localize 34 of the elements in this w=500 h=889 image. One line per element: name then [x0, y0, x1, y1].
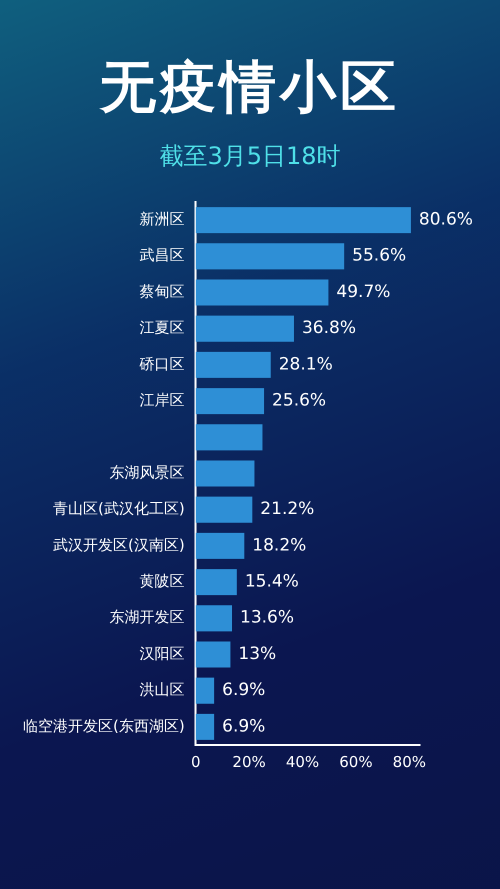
data-label: 18.2% — [252, 535, 306, 556]
y-tick-label: 蔡甸区 — [140, 282, 185, 300]
data-label: 15.4% — [244, 572, 299, 592]
y-tick-label: 江岸区 — [140, 390, 185, 409]
y-tick-label: 青山区(武汉化工区) — [52, 500, 185, 518]
data-label: 49.7% — [336, 282, 390, 302]
y-tick-label: 武昌区 — [140, 246, 185, 264]
y-tick-label: 东湖风景区 — [110, 463, 185, 482]
data-label: 36.8% — [302, 318, 356, 338]
y-tick-label: 江夏区 — [140, 318, 185, 337]
data-label: 21.2% — [260, 499, 314, 520]
y-tick-label: 武汉开发区(汉南区) — [52, 536, 185, 554]
data-label: 80.6% — [418, 210, 473, 230]
data-label: 6.9% — [222, 680, 266, 700]
y-tick-label: 新洲区 — [140, 210, 185, 228]
data-label: 55.6% — [352, 246, 406, 266]
data-label: 28.1% — [278, 354, 333, 374]
y-tick-label: 汉阳区 — [140, 644, 185, 662]
y-tick-label: 硚口区 — [138, 354, 185, 373]
data-label: 13.6% — [240, 608, 294, 628]
y-tick-label: 临空港开发区(东西湖区) — [22, 716, 185, 735]
x-tick-label: 40% — [286, 752, 320, 771]
chart-title: 无疫情小区 — [98, 54, 401, 122]
y-tick-label: 黄陂区 — [140, 572, 185, 590]
x-tick-label: 60% — [339, 752, 373, 771]
x-tick-label: 80% — [392, 752, 426, 771]
data-label: 13% — [238, 644, 276, 664]
data-label: 6.9% — [222, 716, 266, 736]
x-tick-label: 20% — [232, 752, 266, 771]
y-tick-label: 东湖开发区 — [110, 608, 185, 626]
x-tick-label: 0 — [190, 752, 200, 771]
data-label: 25.6% — [272, 390, 326, 411]
chart-subtitle: 截至3月5日18时 — [158, 141, 342, 172]
y-tick-label: 洪山区 — [140, 680, 185, 699]
